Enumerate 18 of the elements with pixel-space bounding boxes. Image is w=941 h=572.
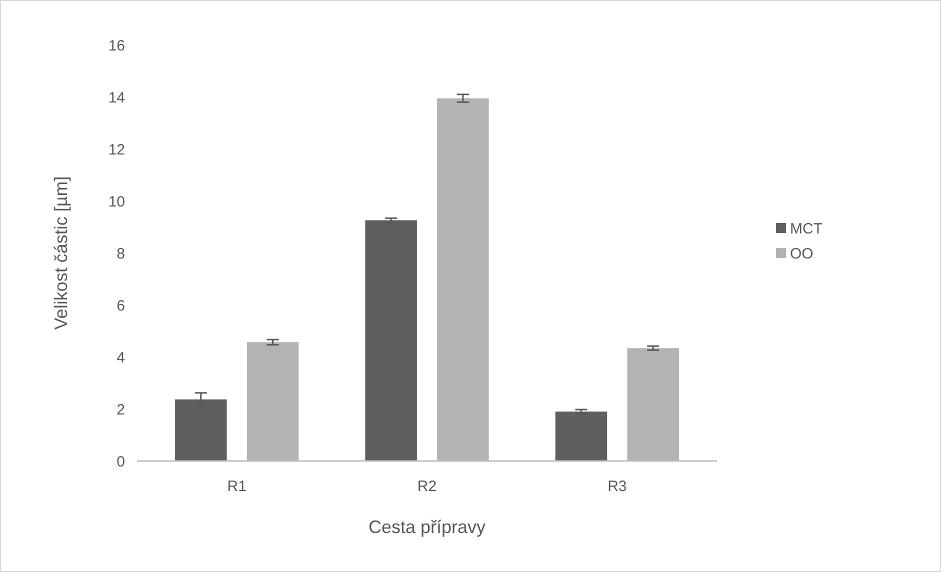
legend-label: MCT bbox=[790, 220, 822, 238]
bar bbox=[365, 220, 417, 461]
y-tick-label: 12 bbox=[108, 141, 125, 158]
bar bbox=[555, 412, 608, 461]
x-tick-label: R2 bbox=[417, 478, 437, 495]
y-tick-label: 4 bbox=[116, 349, 125, 366]
y-tick-label: 6 bbox=[116, 297, 125, 314]
y-tick-label: 8 bbox=[116, 245, 125, 262]
x-tick-label: R3 bbox=[608, 478, 627, 495]
y-tick-label: 2 bbox=[116, 401, 125, 418]
legend-label: OO bbox=[790, 245, 814, 262]
y-tick-label: 10 bbox=[108, 193, 125, 210]
x-axis-title: Cesta přípravy bbox=[368, 517, 486, 537]
y-tick-label: 16 bbox=[108, 37, 125, 54]
y-tick-label: 14 bbox=[108, 89, 125, 106]
x-tick-label: R1 bbox=[227, 478, 246, 495]
y-tick-label: 0 bbox=[116, 453, 125, 470]
y-axis-title: Velikost částic [µm] bbox=[51, 176, 71, 330]
